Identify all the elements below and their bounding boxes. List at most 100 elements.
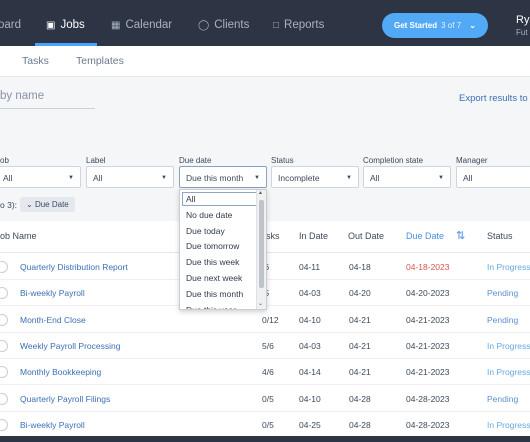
- due-date: 04-20-2023: [406, 288, 450, 299]
- dropdown-option[interactable]: Due this year: [186, 304, 237, 310]
- nav-dashboard[interactable]: oard: [0, 0, 21, 46]
- status-text: Pending: [487, 393, 519, 404]
- row-select-radio[interactable]: [0, 418, 8, 431]
- status-text: In Progress: [487, 419, 530, 430]
- group-chip-due-date[interactable]: ⌄ Due Date: [20, 197, 75, 212]
- search-input[interactable]: by name: [0, 90, 45, 102]
- dropdown-option[interactable]: Due this month: [186, 288, 244, 299]
- tab-templates[interactable]: Templates: [76, 55, 124, 67]
- status-filter-select[interactable]: Incomplete ▼: [271, 166, 359, 188]
- export-results-link[interactable]: Export results to E: [459, 93, 530, 104]
- due-date: 04-28-2023: [406, 393, 450, 404]
- dropdown-option[interactable]: Due next week: [186, 273, 243, 283]
- job-name-link[interactable]: Month-End Close: [20, 314, 86, 325]
- table-row[interactable]: Monthly Bookkeeping 4/6 04-14 04-21 04-21-20…: [0, 358, 530, 386]
- due-date: 04-28-2023: [406, 419, 450, 430]
- group-by-label: o 3):: [0, 200, 18, 210]
- dropdown-scrollbar[interactable]: ▲ ⌄: [256, 190, 266, 309]
- job-name-link[interactable]: Bi-weekly Payroll: [20, 288, 85, 299]
- in-date: 04-10: [299, 314, 321, 325]
- bottom-bar: [0, 436, 530, 442]
- due-date-filter-select[interactable]: Due this month ▼: [179, 166, 267, 188]
- job-filter-select[interactable]: All ▼: [0, 166, 81, 188]
- active-tab-indicator: [35, 43, 97, 46]
- due-date: 04-21-2023: [406, 340, 450, 351]
- header-status[interactable]: Status: [487, 231, 513, 241]
- due-date-dropdown-menu: All No due date Due today Due tomorrow Due t…: [179, 189, 267, 310]
- out-date: 04-20: [349, 288, 371, 299]
- search-underline: [0, 108, 95, 109]
- dropdown-option[interactable]: Due this week: [186, 257, 240, 268]
- row-select-radio[interactable]: [0, 339, 8, 352]
- dropdown-option[interactable]: No due date: [186, 209, 233, 220]
- caret-down-icon: ▼: [68, 175, 74, 181]
- status-text: In Progress: [487, 340, 530, 351]
- due-date: 04-21-2023: [406, 314, 450, 325]
- row-select-radio[interactable]: [0, 366, 8, 379]
- out-date: 04-21: [349, 340, 371, 351]
- status-filter-label: Status: [271, 156, 294, 165]
- header-job-name[interactable]: ob Name: [0, 231, 37, 241]
- group-chip-label: Due Date: [34, 200, 69, 209]
- dropdown-option[interactable]: Due today: [186, 225, 225, 236]
- scrollbar-thumb[interactable]: [259, 200, 264, 288]
- manager-filter-value: All: [463, 173, 473, 183]
- scroll-up-icon[interactable]: ▲: [258, 190, 263, 196]
- in-date: 04-11: [299, 262, 321, 272]
- briefcase-icon: ▣: [46, 20, 56, 31]
- job-name-link[interactable]: Quarterly Payroll Filings: [20, 393, 111, 404]
- table-row[interactable]: Month-End Close 0/12 04-10 04-21 04-21-2023 P…: [0, 306, 530, 333]
- table-row[interactable]: Weekly Payroll Processing 5/6 04-03 04-21 04…: [0, 332, 530, 359]
- nav-reports[interactable]: □ Reports: [273, 0, 324, 46]
- in-date: 04-14: [299, 367, 321, 378]
- nav-reports-label: Reports: [284, 19, 325, 31]
- tasks-count: 0/12: [262, 314, 279, 325]
- in-date: 04-25: [299, 419, 321, 430]
- status-text: Pending: [487, 288, 519, 299]
- caret-down-icon: ▼: [161, 175, 167, 181]
- job-name-link[interactable]: Weekly Payroll Processing: [20, 340, 121, 351]
- status-filter-value: Incomplete: [278, 173, 320, 183]
- header-in-date[interactable]: In Date: [299, 231, 329, 241]
- status-text: In Progress: [487, 262, 530, 272]
- user-name[interactable]: Ryc: [516, 14, 530, 26]
- job-filter-value: All: [3, 173, 13, 183]
- row-select-radio[interactable]: [0, 261, 8, 273]
- due-date-filter-label: Due date: [179, 156, 212, 165]
- dropdown-option[interactable]: All: [186, 194, 196, 204]
- row-select-radio[interactable]: [0, 313, 8, 326]
- header-tasks[interactable]: sks: [266, 231, 280, 241]
- job-filter-label: ob: [0, 156, 9, 165]
- job-name-link[interactable]: Quarterly Distribution Report: [20, 262, 128, 272]
- status-text: In Progress: [487, 367, 530, 378]
- out-date: 04-28: [349, 393, 371, 404]
- row-select-radio[interactable]: [0, 287, 8, 300]
- out-date: 04-21: [349, 367, 371, 378]
- nav-jobs[interactable]: ▣ Jobs: [46, 0, 85, 46]
- completion-filter-label: Completion state: [363, 156, 424, 165]
- get-started-progress: 3 of 7: [441, 21, 462, 30]
- label-filter-select[interactable]: All ▼: [86, 166, 174, 188]
- job-name-link[interactable]: Bi-weekly Payroll: [20, 419, 85, 430]
- job-name-link[interactable]: Monthly Bookkeeping: [20, 367, 102, 378]
- table-row[interactable]: Quarterly Payroll Filings 0/5 04-10 04-28 04…: [0, 385, 530, 412]
- get-started-button[interactable]: Get Started 3 of 7 ⌄: [382, 13, 488, 38]
- dropdown-option[interactable]: Due tomorrow: [186, 241, 240, 252]
- nav-calendar[interactable]: ▦ Calendar: [111, 0, 172, 46]
- manager-filter-select[interactable]: All: [456, 166, 530, 188]
- table-row[interactable]: Bi-weekly Payroll 0/5 04-25 04-28 04-28-2023…: [0, 411, 530, 438]
- completion-filter-select[interactable]: All ▼: [363, 166, 451, 188]
- sort-descending-icon[interactable]: ⇅: [456, 230, 466, 242]
- header-out-date[interactable]: Out Date: [348, 231, 385, 241]
- nav-clients[interactable]: ◯ Clients: [198, 0, 249, 46]
- row-select-radio[interactable]: [0, 392, 8, 405]
- tab-tasks[interactable]: Tasks: [22, 55, 49, 67]
- tasks-count: 5/6: [262, 340, 274, 351]
- top-nav-bar: oard ▣ Jobs ▦ Calendar ◯ Clients □ Reports G…: [0, 0, 530, 46]
- folder-icon: □: [273, 20, 280, 31]
- in-date: 04-03: [299, 288, 321, 299]
- label-filter-value: All: [93, 173, 103, 183]
- in-date: 04-10: [299, 393, 321, 404]
- scroll-down-icon[interactable]: ⌄: [258, 301, 264, 307]
- header-due-date[interactable]: Due Date: [406, 231, 445, 241]
